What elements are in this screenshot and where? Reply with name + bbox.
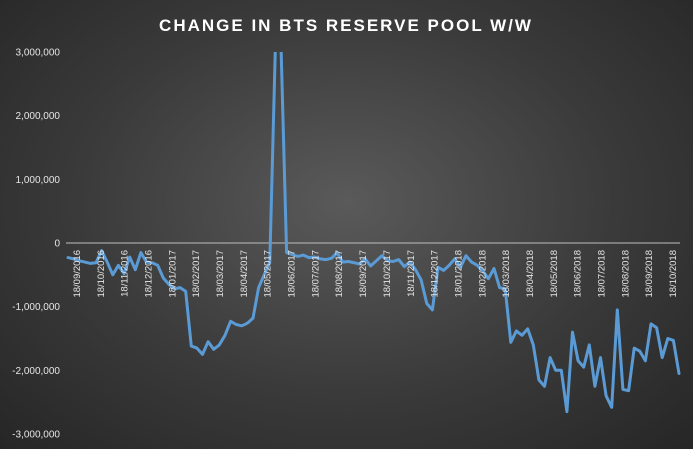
series-line [66, 52, 681, 414]
x-tick-label: 18/12/2016 [144, 250, 155, 298]
x-tick-label: 18/04/2017 [239, 250, 250, 298]
x-tick-label: 18/01/2017 [167, 250, 178, 298]
x-tick-label: 18/10/2017 [382, 250, 393, 298]
y-axis: 3,000,000 2,000,000 1,000,000 0 -1,000,000 -2… [12, 48, 60, 441]
x-tick-label: 18/09/2017 [358, 250, 369, 298]
x-tick-label: 18/08/2018 [620, 250, 631, 298]
x-tick-label: 18/03/2018 [501, 250, 512, 298]
x-tick-label: 18/06/2018 [573, 250, 584, 298]
x-tick-label: 18/10/2018 [668, 250, 679, 298]
x-tick-label: 18/09/2016 [72, 250, 83, 298]
x-tick-label: 18/07/2018 [596, 250, 607, 298]
x-tick-label: 18/01/2018 [453, 250, 464, 298]
x-tick-label: 18/04/2018 [525, 250, 536, 298]
x-tick-label: 18/08/2017 [334, 250, 345, 298]
x-tick-label: 18/11/2016 [120, 250, 131, 297]
x-tick-label: 18/05/2017 [263, 250, 274, 298]
chart-title: CHANGE IN BTS RESERVE POOL W/W [159, 16, 533, 35]
y-tick-label: 1,000,000 [16, 175, 61, 186]
x-tick-label: 18/07/2017 [310, 250, 321, 298]
y-tick-label: -3,000,000 [12, 430, 60, 441]
y-tick-label: -1,000,000 [12, 302, 60, 313]
x-tick-label: 18/09/2018 [644, 250, 655, 298]
y-tick-label: 3,000,000 [16, 48, 61, 59]
x-tick-label: 18/02/2018 [477, 250, 488, 298]
y-tick-label: -2,000,000 [12, 366, 60, 377]
x-tick-label: 18/11/2017 [406, 250, 417, 297]
x-tick-label: 18/12/2017 [430, 250, 441, 298]
x-tick-label: 18/02/2017 [191, 250, 202, 298]
y-tick-label: 2,000,000 [16, 111, 61, 122]
x-tick-label: 18/05/2018 [549, 250, 560, 298]
y-tick-label: 0 [54, 239, 60, 250]
x-tick-label: 18/10/2016 [96, 250, 107, 298]
x-tick-label: 18/03/2017 [215, 250, 226, 298]
x-axis: 18/09/2016 18/10/2016 18/11/2016 18/12/2016… [72, 250, 679, 298]
x-tick-label: 18/06/2017 [287, 250, 298, 298]
